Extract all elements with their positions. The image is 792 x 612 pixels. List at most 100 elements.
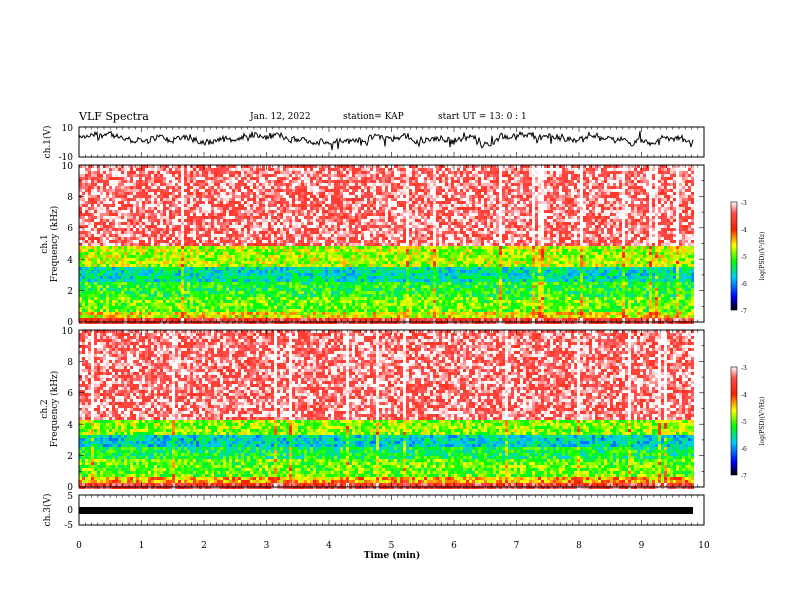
- spectrogram-cell: [355, 213, 358, 216]
- spectrogram-cell: [301, 207, 304, 210]
- spectrogram-cell: [328, 207, 331, 210]
- spectrogram-cell: [130, 309, 133, 312]
- spectrogram-cell: [304, 249, 307, 252]
- spectrogram-cell: [334, 177, 337, 180]
- spectrogram-cell: [94, 201, 97, 204]
- spectrogram-cell: [322, 240, 325, 243]
- spectrogram-cell: [331, 270, 334, 273]
- spectrogram-cell: [154, 240, 157, 243]
- spectrogram-cell: [205, 297, 208, 300]
- spectrogram-cell: [220, 177, 223, 180]
- spectrogram-cell: [214, 267, 217, 270]
- spectrogram-cell: [244, 183, 247, 186]
- spectrogram-cell: [238, 282, 241, 285]
- spectrogram-cell: [169, 213, 172, 216]
- spectrogram-cell: [88, 201, 91, 204]
- spectrogram-cell: [163, 303, 166, 306]
- spectrogram-cell: [160, 234, 163, 237]
- spectrogram-cell: [163, 228, 166, 231]
- spectrogram-cell: [124, 213, 127, 216]
- spectrogram-cell: [97, 315, 100, 318]
- spectrogram-cell: [316, 183, 319, 186]
- spectrogram-cell: [121, 201, 124, 204]
- spectrogram-cell: [124, 252, 127, 255]
- spectrogram-cell: [118, 183, 121, 186]
- spectrogram-cell: [322, 285, 325, 288]
- spectrogram-cell: [145, 318, 148, 321]
- spectrogram-cell: [181, 219, 184, 222]
- spectrogram-cell: [322, 213, 325, 216]
- spectrogram-cell: [319, 243, 322, 246]
- spectrogram-cell: [190, 312, 193, 315]
- spectrogram-cell: [133, 258, 136, 261]
- spectrogram-cell: [268, 258, 271, 261]
- spectrogram-cell: [139, 279, 142, 282]
- spectrogram-cell: [319, 279, 322, 282]
- spectrogram-cell: [355, 174, 358, 177]
- spectrogram-cell: [256, 204, 259, 207]
- spectrogram-cell: [235, 243, 238, 246]
- spectrogram-cell: [142, 177, 145, 180]
- spectrogram-cell: [229, 273, 232, 276]
- spectrogram-cell: [268, 318, 271, 321]
- spectrogram-cell: [145, 315, 148, 318]
- spectrogram-cell: [112, 288, 115, 291]
- spectrogram-cell: [283, 279, 286, 282]
- spectrogram-cell: [121, 228, 124, 231]
- spectrogram-cell: [244, 234, 247, 237]
- spectrogram-cell: [244, 309, 247, 312]
- spectrogram-cell: [244, 186, 247, 189]
- spectrogram-cell: [259, 168, 262, 171]
- spectrogram-cell: [232, 252, 235, 255]
- spectrogram-cell: [340, 249, 343, 252]
- spectrogram-cell: [271, 261, 274, 264]
- spectrogram-cell: [232, 303, 235, 306]
- spectrogram-cell: [295, 258, 298, 261]
- spectrogram-cell: [100, 183, 103, 186]
- spectrogram-cell: [244, 285, 247, 288]
- spectrogram-cell: [349, 264, 352, 267]
- spectrogram-cell: [205, 294, 208, 297]
- spectrogram-cell: [79, 276, 82, 279]
- spectrogram-cell: [298, 255, 301, 258]
- spectrogram-cell: [265, 171, 268, 174]
- spectrogram-cell: [166, 249, 169, 252]
- spectrogram-cell: [202, 318, 205, 321]
- spectrogram-cell: [289, 240, 292, 243]
- spectrogram-cell: [247, 192, 250, 195]
- spectrogram-cell: [217, 297, 220, 300]
- spectrogram-cell: [232, 297, 235, 300]
- spectrogram-cell: [187, 237, 190, 240]
- spectrogram-cell: [340, 210, 343, 213]
- spectrogram-cell: [121, 240, 124, 243]
- spectrogram-cell: [274, 237, 277, 240]
- spectrogram-cell: [349, 261, 352, 264]
- spectrogram-cell: [91, 207, 94, 210]
- spectrogram-cell: [109, 219, 112, 222]
- spectrogram-cell: [115, 285, 118, 288]
- spectrogram-cell: [139, 195, 142, 198]
- spectrogram-cell: [88, 198, 91, 201]
- spectrogram-cell: [325, 198, 328, 201]
- spectrogram-cell: [322, 261, 325, 264]
- spectrogram-cell: [139, 273, 142, 276]
- spectrogram-cell: [259, 285, 262, 288]
- spectrogram-cell: [100, 282, 103, 285]
- spectrogram-cell: [163, 291, 166, 294]
- spectrogram-cell: [175, 165, 178, 168]
- spectrogram-cell: [184, 312, 187, 315]
- spectrogram-cell: [196, 264, 199, 267]
- spectrogram-cell: [205, 171, 208, 174]
- spectrogram-cell: [331, 267, 334, 270]
- spectrogram-cell: [181, 288, 184, 291]
- spectrogram-cell: [133, 267, 136, 270]
- spectrogram-cell: [265, 201, 268, 204]
- spectrogram-cell: [217, 186, 220, 189]
- spectrogram-cell: [223, 249, 226, 252]
- spectrogram-cell: [310, 228, 313, 231]
- spectrogram-cell: [223, 300, 226, 303]
- spectrogram-cell: [82, 297, 85, 300]
- spectrogram-cell: [133, 309, 136, 312]
- spectrogram-cell: [172, 294, 175, 297]
- spectrogram-cell: [301, 228, 304, 231]
